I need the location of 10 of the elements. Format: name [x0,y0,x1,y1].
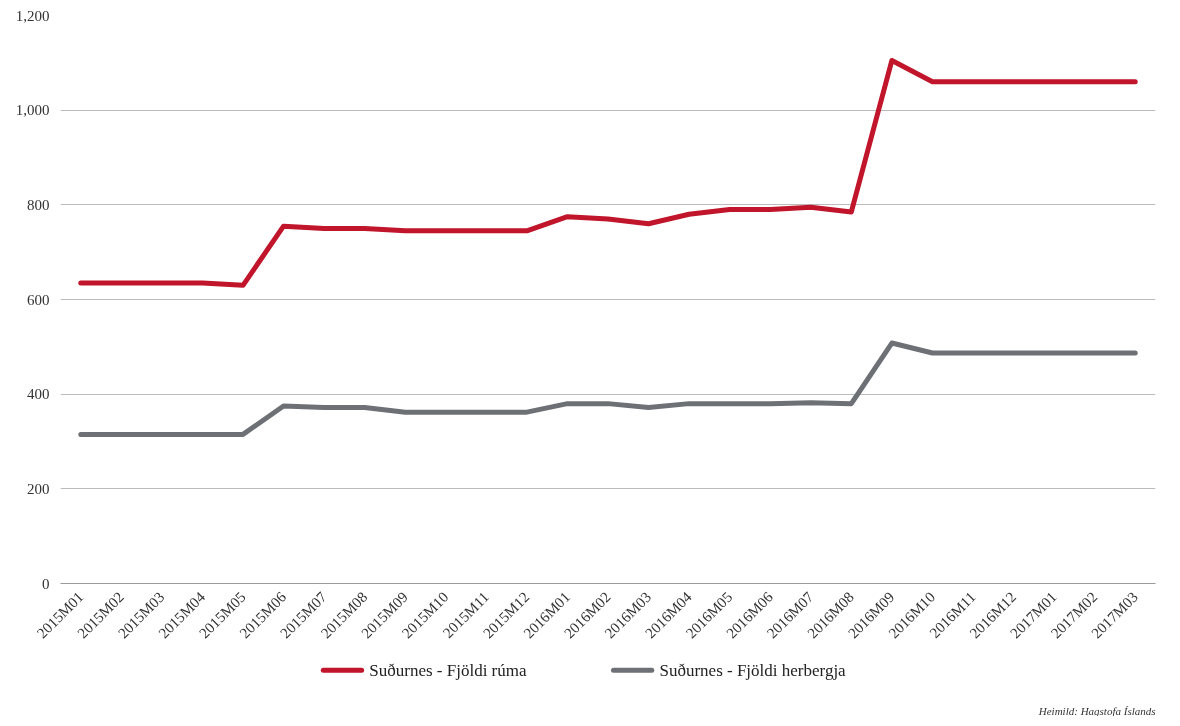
y-tick-label: 1,200 [15,7,50,24]
y-tick-label: 1,000 [15,102,50,119]
y-tick-label: 400 [27,386,50,403]
legend-label: Suðurnes - Fjöldi herbergja [659,660,847,680]
y-tick-label: 600 [27,291,50,308]
legend-label: Suðurnes - Fjöldi rúma [369,660,527,680]
text: Heimild: Hagstofa Íslands [1037,704,1156,717]
y-tick-label: 800 [27,196,50,213]
y-tick-label: 200 [27,480,50,497]
y-tick-label: 0 [42,575,50,592]
